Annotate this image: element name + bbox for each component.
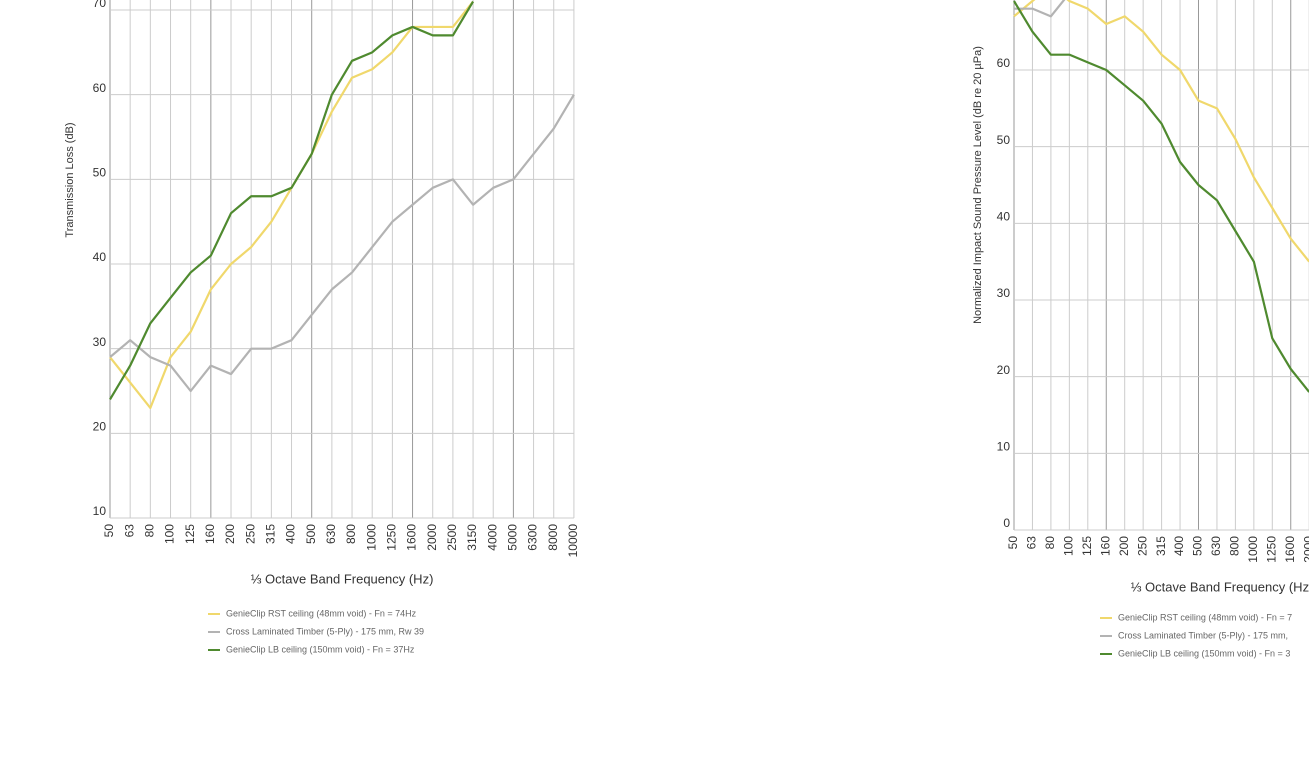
x-tick-label: 400 [1172,536,1186,556]
y-tick-label: 30 [93,335,107,349]
legend-label: Cross Laminated Timber (5-Ply) - 175 mm,… [226,626,424,636]
x-tick-label: 8000 [546,524,560,551]
x-axis-label: ⅓ Octave Band Frequency (Hz) [1131,579,1309,594]
x-tick-label: 1600 [1283,536,1297,563]
x-tick-label: 80 [1043,536,1057,550]
legend-label: GenieClip RST ceiling (48mm void) - Fn =… [226,608,417,618]
x-tick-label: 3150 [465,524,479,551]
x-tick-label: 200 [223,524,237,544]
series-line [109,94,575,393]
y-tick-label: 20 [997,363,1011,377]
y-tick-label: 30 [997,286,1011,300]
y-axis-label: Normalized Impact Sound Pressure Level (… [972,46,984,324]
x-tick-label: 50 [102,524,116,538]
x-tick-label: 80 [143,524,157,538]
y-tick-label: 70 [93,0,107,10]
series-line [1013,0,1309,263]
x-tick-label: 5000 [506,524,520,551]
series-line [1014,0,1066,18]
y-tick-label: 50 [93,166,107,180]
legend-label: GenieClip RST ceiling (48mm void) - Fn =… [1118,612,1292,622]
x-tick-label: 630 [1209,536,1223,556]
x-tick-label: 1000 [364,524,378,551]
y-tick-label: 20 [93,420,107,434]
x-tick-label: 315 [264,524,278,544]
x-tick-label: 1600 [405,524,419,551]
legend-label: Cross Laminated Timber (5-Ply) - 175 mm, [1118,630,1288,640]
x-tick-label: 63 [1025,536,1039,550]
legend-label: GenieClip LB ceiling (150mm void) - Fn =… [226,644,415,654]
x-tick-label: 50 [1006,536,1020,550]
x-tick-label: 100 [1062,536,1076,556]
legend-label: GenieClip LB ceiling (150mm void) - Fn =… [1118,648,1290,658]
y-tick-label: 40 [93,250,107,264]
series-line [109,0,475,401]
x-tick-label: 2000 [425,524,439,551]
y-tick-label: 10 [997,440,1011,454]
x-tick-label: 125 [1080,536,1094,556]
x-tick-label: 250 [1135,536,1149,556]
x-tick-label: 250 [243,524,257,544]
x-tick-label: 500 [304,524,318,544]
x-tick-label: 4000 [485,524,499,551]
y-tick-label: 10 [93,504,107,518]
x-tick-label: 500 [1191,536,1205,556]
y-tick-label: 0 [1003,516,1010,530]
x-tick-label: 200 [1117,536,1131,556]
series-line [1013,0,1309,393]
x-tick-label: 800 [344,524,358,544]
y-tick-label: 60 [93,81,107,95]
x-tick-label: 160 [1098,536,1112,556]
x-tick-label: 6300 [526,524,540,551]
x-tick-label: 100 [163,524,177,544]
y-axis-label: Transmission Loss (dB) [64,122,76,237]
y-tick-label: 40 [997,210,1011,224]
x-tick-label: 2500 [445,524,459,551]
x-tick-label: 2000 [1301,536,1309,563]
x-tick-label: 315 [1154,536,1168,556]
x-tick-label: 1250 [1264,536,1278,563]
x-axis-label: ⅓ Octave Band Frequency (Hz) [251,571,434,586]
x-tick-label: 800 [1228,536,1242,556]
x-tick-label: 10000 [566,524,580,558]
x-tick-label: 400 [284,524,298,544]
x-tick-label: 160 [203,524,217,544]
y-tick-label: 50 [997,133,1011,147]
x-tick-label: 125 [183,524,197,544]
x-tick-label: 1250 [385,524,399,551]
x-tick-label: 630 [324,524,338,544]
x-tick-label: 63 [122,524,136,538]
y-tick-label: 60 [997,56,1011,70]
x-tick-label: 1000 [1246,536,1260,563]
